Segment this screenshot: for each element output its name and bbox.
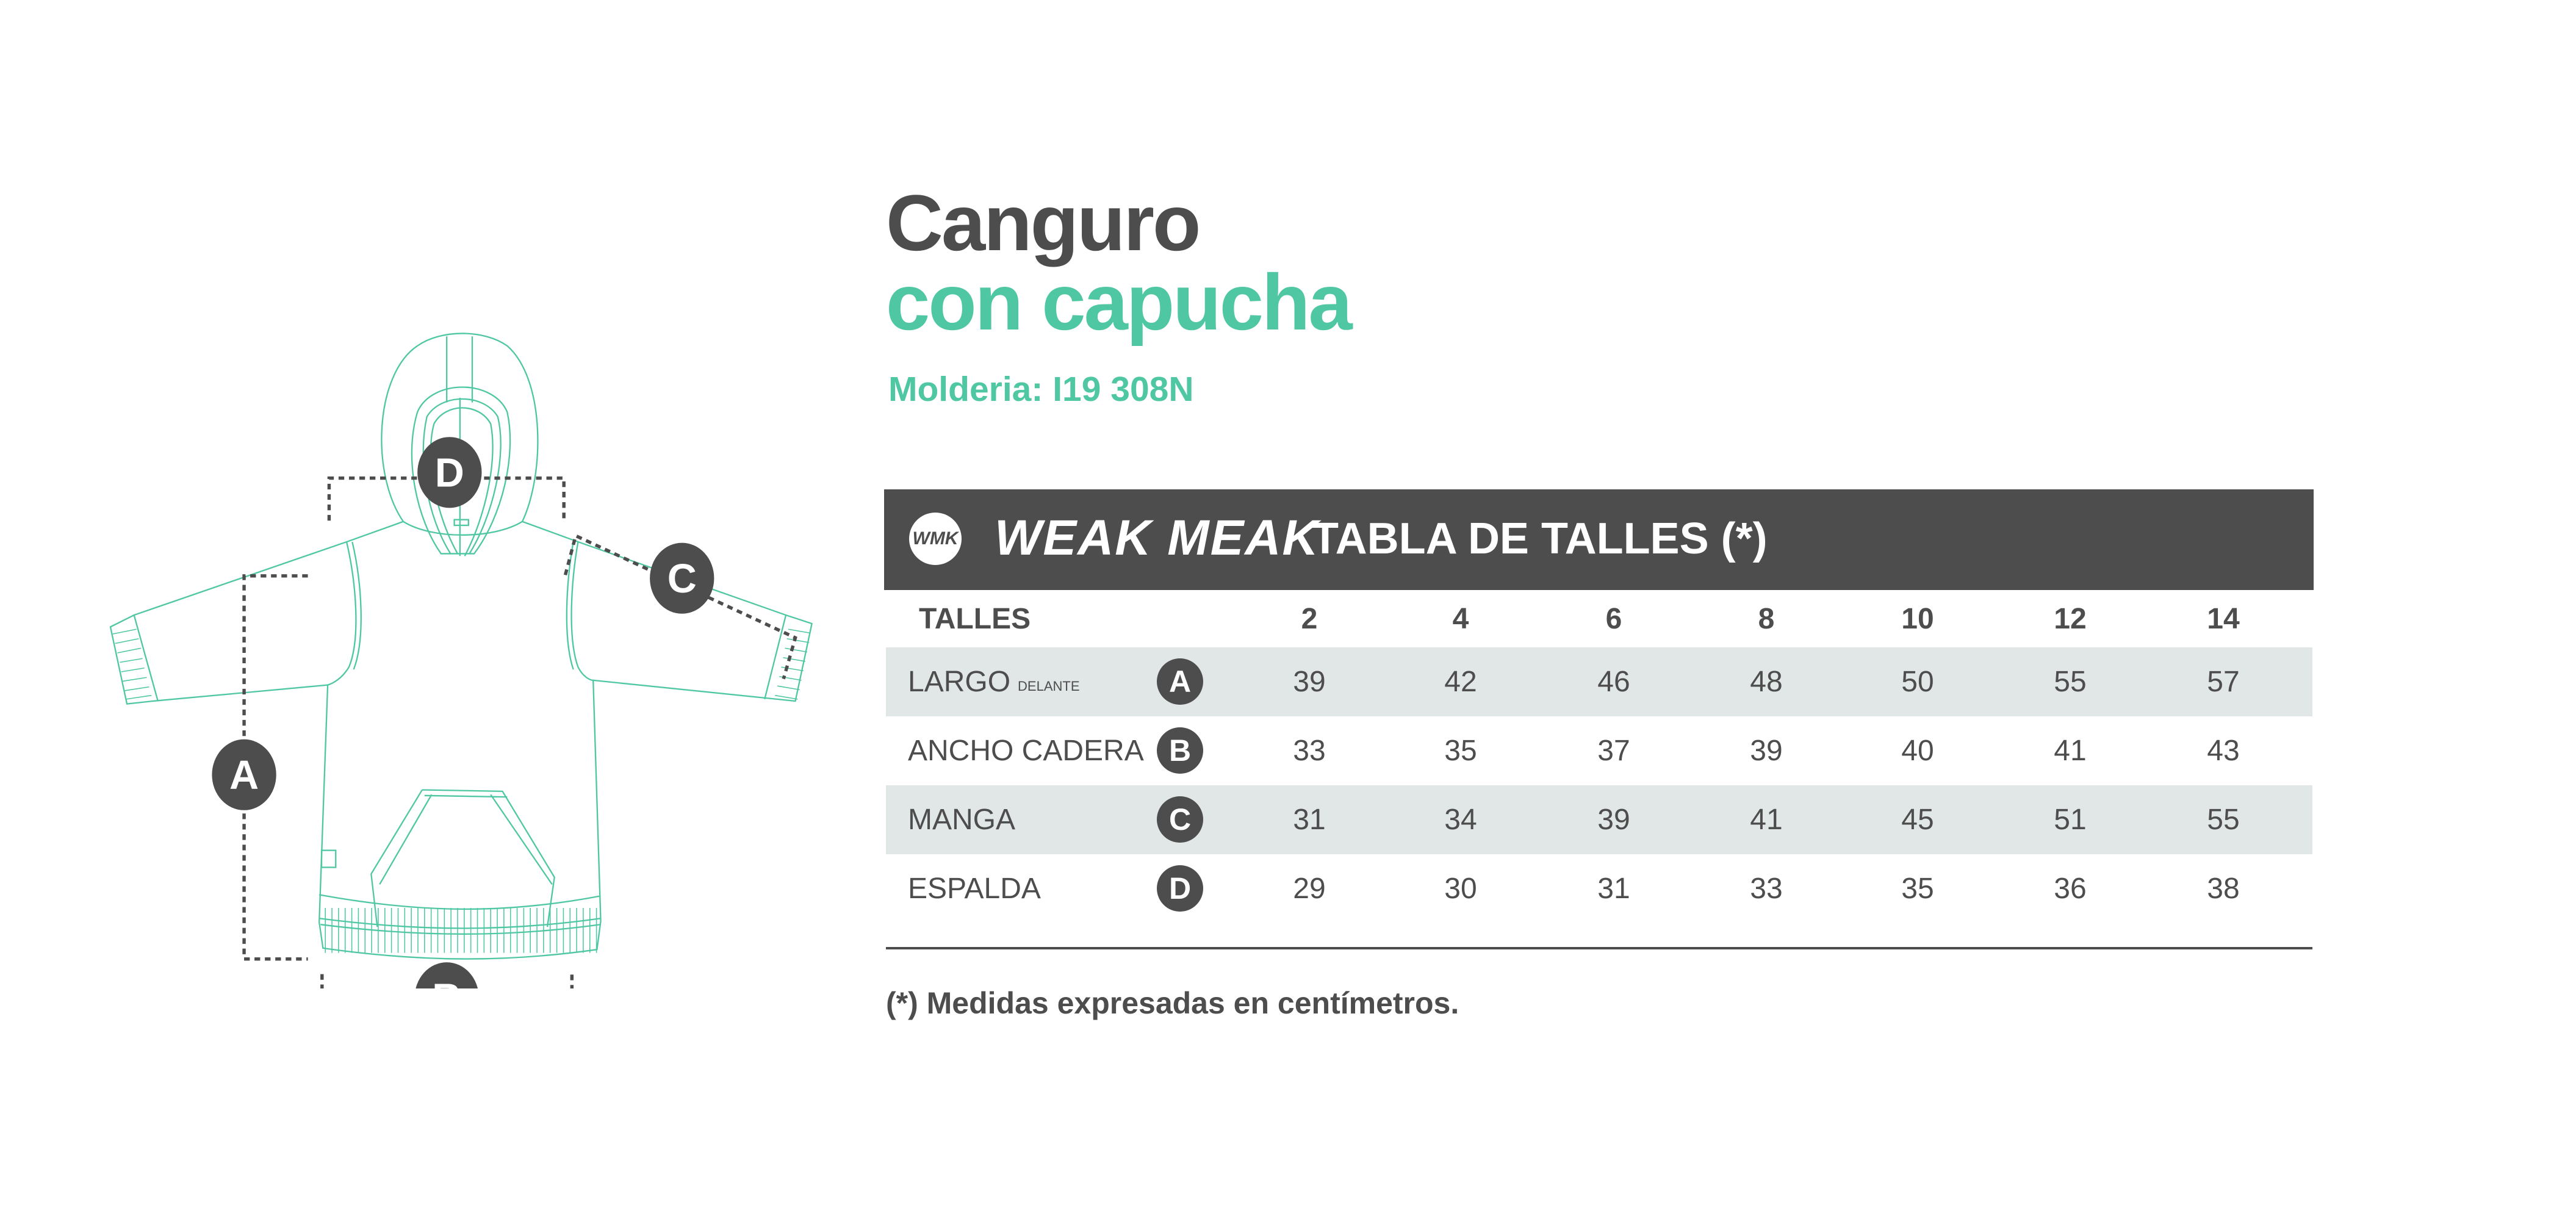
measure-value: 39	[1750, 735, 1783, 767]
marker-d: D	[417, 437, 482, 508]
measure-value: 39	[1597, 804, 1630, 836]
measure-value: 57	[2207, 666, 2240, 698]
measure-label: LARGO DELANTE	[908, 647, 1080, 716]
measure-name: ANCHO CADERA	[908, 735, 1144, 767]
measure-value: 42	[1444, 666, 1477, 698]
sizes-label: TALLES	[919, 603, 1031, 635]
measure-value: 31	[1597, 873, 1630, 905]
measure-value: 39	[1293, 666, 1326, 698]
measure-value: 41	[1750, 804, 1783, 836]
product-title: Canguro	[886, 178, 1201, 267]
brand-logo: WMK	[909, 513, 962, 565]
measure-value: 50	[1901, 666, 1934, 698]
measure-value: 29	[1293, 873, 1326, 905]
measure-value: 37	[1597, 735, 1630, 767]
measure-name: ESPALDA	[908, 873, 1041, 905]
table-row: MANGA C 31 34 39 41 45 51 55	[886, 785, 2312, 854]
measure-badge: C	[1157, 796, 1203, 843]
measure-name: LARGO	[908, 666, 1011, 698]
measure-value: 34	[1444, 804, 1477, 836]
table-bottom-rule	[886, 947, 2312, 949]
hoodie-diagram: D C A B	[109, 333, 813, 988]
size-header: 6	[1605, 603, 1622, 635]
measure-badge: B	[1157, 727, 1203, 774]
measure-badge: A	[1157, 658, 1203, 705]
measure-value: 46	[1597, 666, 1630, 698]
measure-value: 31	[1293, 804, 1326, 836]
table-header-bar	[884, 489, 2314, 590]
marker-b: B	[416, 962, 478, 988]
measure-value: 41	[2054, 735, 2087, 767]
product-subtitle: con capucha	[886, 257, 1353, 347]
measure-value: 40	[1901, 735, 1934, 767]
svg-text:D: D	[435, 450, 464, 495]
measure-name: MANGA	[908, 804, 1016, 836]
measure-value: 30	[1444, 873, 1477, 905]
pattern-code: Molderia: I19 308N	[888, 370, 1194, 409]
marker-c: C	[650, 542, 714, 614]
measure-value: 33	[1750, 873, 1783, 905]
marker-a: A	[212, 739, 276, 810]
measure-value: 35	[1444, 735, 1477, 767]
table-row: ANCHO CADERA B 33 35 37 39 40 41 43	[886, 716, 2312, 785]
size-header: 10	[1901, 603, 1934, 635]
footnote: (*) Medidas expresadas en centímetros.	[886, 986, 1459, 1020]
measure-value: 35	[1901, 873, 1934, 905]
measure-value: 45	[1901, 804, 1934, 836]
measure-value: 33	[1293, 735, 1326, 767]
table-title: TABLA DE TALLES (*)	[1312, 514, 1768, 563]
size-header: 8	[1758, 603, 1775, 635]
measure-value: 55	[2207, 804, 2240, 836]
measure-value: 43	[2207, 735, 2240, 767]
size-header: 4	[1452, 603, 1469, 635]
size-header: 12	[2054, 603, 2087, 635]
table-row: ESPALDA D 29 30 31 33 35 36 38	[886, 854, 2312, 923]
table-row: LARGO DELANTE A 39 42 46 48 50 55 57	[886, 647, 2312, 716]
size-header-row: TALLES 2 4 6 8 10 12 14	[886, 585, 2312, 653]
size-header: 2	[1301, 603, 1318, 635]
svg-text:C: C	[667, 556, 697, 602]
measure-sublabel: DELANTE	[1018, 678, 1080, 694]
measure-label: ANCHO CADERA	[908, 716, 1144, 785]
svg-text:B: B	[432, 976, 461, 988]
svg-text:A: A	[229, 753, 259, 798]
measure-value: 48	[1750, 666, 1783, 698]
measure-value: 51	[2054, 804, 2087, 836]
measure-value: 38	[2207, 873, 2240, 905]
size-header: 14	[2207, 603, 2240, 635]
measure-badge: D	[1157, 865, 1203, 912]
measure-label: ESPALDA	[908, 854, 1041, 923]
measure-value: 55	[2054, 666, 2087, 698]
brand-name: WEAK MEAK	[995, 510, 1320, 566]
measure-value: 36	[2054, 873, 2087, 905]
measure-label: MANGA	[908, 785, 1015, 854]
